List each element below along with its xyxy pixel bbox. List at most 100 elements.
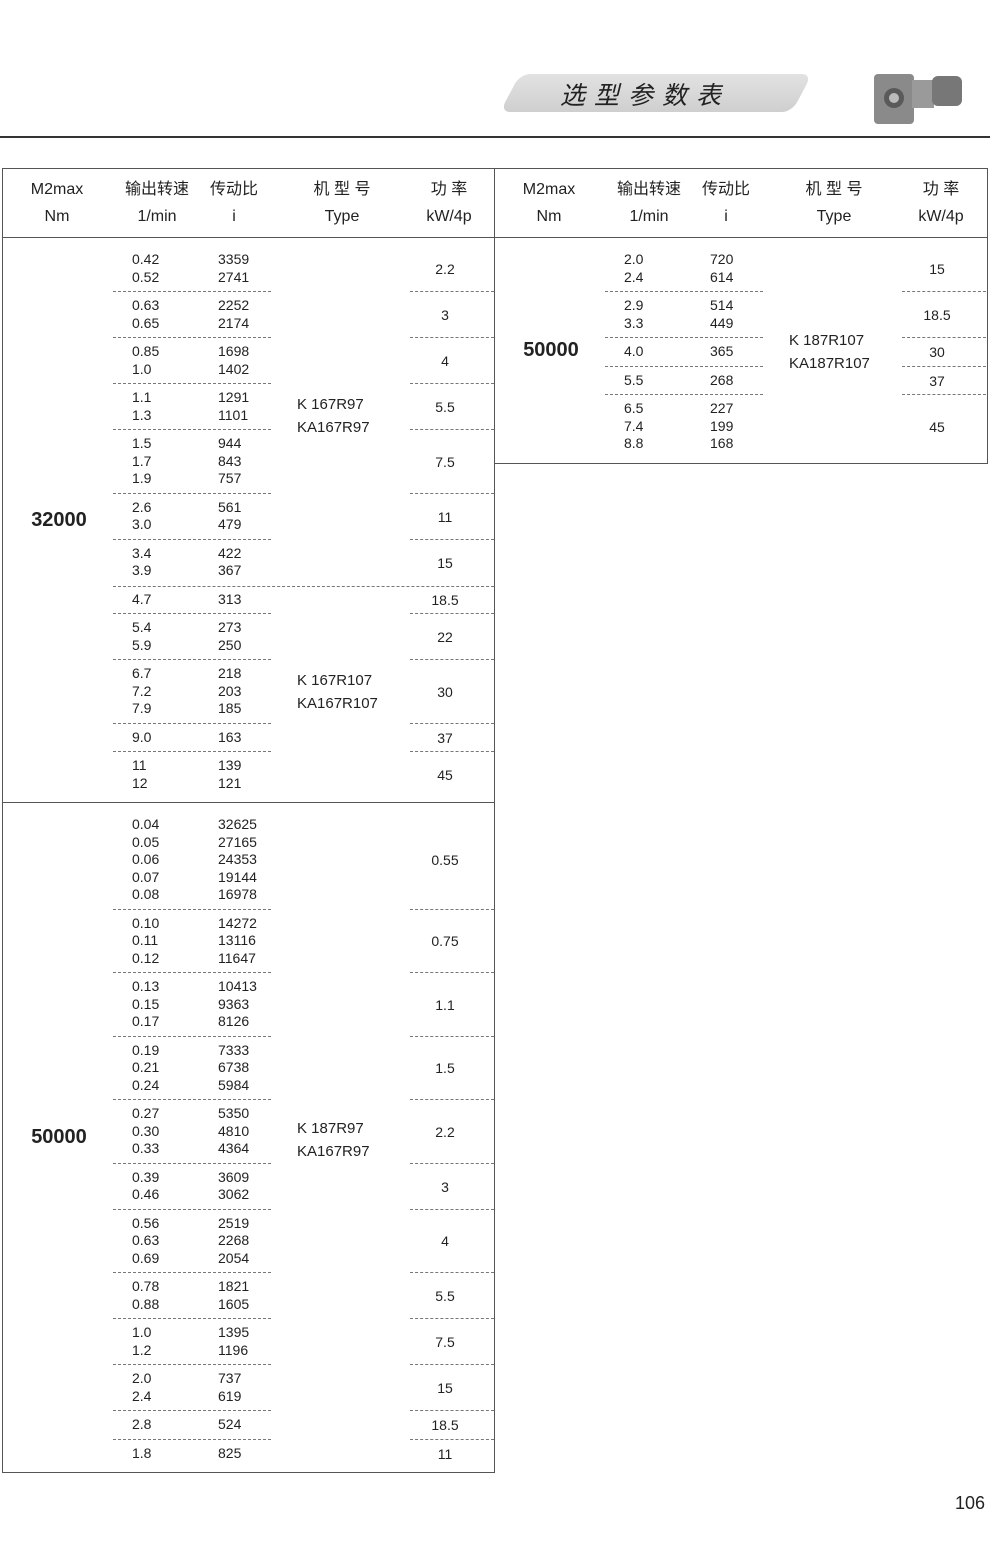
ratio: 619 [218,1387,242,1404]
output-speed: 5.9 [132,636,152,653]
output-speed: 2.4 [132,1387,152,1404]
table-row: 1.1 1291 [3,389,494,407]
header-label: M2max [30,181,84,198]
power-group: 1.1 1291 1.3 1101 5.5 [3,384,494,430]
power-group: 11 139 12 121 45 [3,752,494,798]
type-name: KA187R107 [789,355,870,373]
power-group: 0.04 32625 0.05 27165 0.06 24353 0.07 19144 0.08… [3,811,494,910]
output-speed: 0.42 [132,251,160,267]
ratio: 479 [218,516,242,532]
ratio: 3609 [218,1168,250,1185]
table-row: 1.0 1402 [3,361,494,379]
power-group: 0.42 3359 0.52 2741 2.2 [3,246,494,292]
type-name: K 187R107 [789,332,865,350]
ratio: 24353 [218,851,257,867]
table-row: 0.21 6738 [3,1059,494,1077]
table-row: 0.56 2519 [3,1215,494,1233]
page-number: 106 [955,1493,986,1513]
output-speed: 0.24 [132,1076,160,1093]
output-speed: 2.0 [132,1370,152,1386]
power-value: 4 [441,353,449,369]
output-speed: 2.0 [624,251,644,267]
power-value: 18.5 [923,307,951,323]
table-row: 0.69 2054 [3,1250,494,1268]
table-row: 0.63 2268 [3,1232,494,1250]
ratio: 1821 [218,1278,250,1294]
power-value: 18.5 [431,1417,459,1434]
ratio: 10413 [218,978,257,994]
power-value: 1.5 [435,1060,455,1077]
output-speed: 0.06 [132,851,160,867]
type-block: K 187R97 KA167R97 0.04 32625 0.05 27165 0.06 24… [3,811,494,1468]
ratio: 2268 [218,1232,250,1248]
gear-motor-image [874,74,962,124]
table-row: 3.0 479 [3,516,494,534]
output-speed: 0.10 [132,914,160,931]
power-group: 4.7 313 18.5 [3,586,494,615]
table-row: 9.0 163 [3,729,494,747]
header-unit: kW/4p [918,208,964,225]
power-group: 6.5 227 7.4 199 8.8 168 45 [495,395,987,459]
table-header: M2max Nm 输出转速 1/min 传动比 i 机 型 号 Type 功 率 kW/4p [495,169,987,238]
output-speed: 0.65 [132,314,160,331]
output-speed: 4.7 [132,590,152,607]
table-row: 0.05 27165 [3,834,494,852]
power-group: 1.0 1395 1.2 1196 7.5 [3,1319,494,1365]
output-speed: 5.5 [624,371,644,388]
header-cell: M2max Nm [3,176,111,230]
ratio: 422 [218,544,242,561]
torque-value: 50000 [31,1126,87,1148]
output-speed: 1.8 [132,1444,152,1461]
ratio: 944 [218,435,242,451]
table-row: 3.3 449 [495,315,987,333]
header-cell: 输出转速 1/min [111,176,203,230]
ratio: 14272 [218,914,257,931]
output-speed: 9.0 [132,728,152,745]
table-row: 0.78 1821 [3,1278,494,1296]
table-row: 0.39 3609 [3,1169,494,1187]
power-group: 0.27 5350 0.30 4810 0.33 4364 2.2 [3,1100,494,1164]
torque-value: 50000 [523,338,579,361]
ratio: 2174 [218,314,250,331]
table-row: 1.9 757 [3,470,494,488]
header-unit: 1/min [137,208,177,225]
type-name: KA167R107 [297,694,378,712]
ratio: 8126 [218,1013,250,1029]
table-row: 0.17 8126 [3,1013,494,1031]
table-row: 0.30 4810 [3,1123,494,1141]
table-row: 0.11 13116 [3,932,494,950]
table-header: M2max Nm 输出转速 1/min 传动比 i 机 型 号 Type 功 率 kW/4p [3,169,494,238]
type-cell: K 167R107 KA167R107 [297,586,397,799]
table-row: 2.0 737 [3,1370,494,1388]
table-row: 0.24 5984 [3,1077,494,1095]
power-value: 7.5 [435,1334,455,1350]
table-row: 4.7 313 [3,591,494,609]
ratio: 1291 [218,389,250,405]
output-speed: 1.5 [132,435,152,451]
output-speed: 3.0 [132,516,152,532]
power-value: 2.2 [435,1123,455,1140]
output-speed: 3.4 [132,544,152,561]
ratio: 268 [710,371,734,388]
table-row: 6.7 218 [3,665,494,683]
table-row: 0.33 4364 [3,1140,494,1158]
table-row: 12 121 [3,775,494,793]
power-value: 4 [441,1233,449,1250]
power-value: 2.2 [435,261,455,277]
ratio: 737 [218,1370,242,1386]
type-name: KA167R97 [297,1142,370,1160]
page-title: 选型参数表 [560,81,731,110]
power-group: 5.4 273 5.9 250 22 [3,614,494,660]
power-group: 9.0 163 37 [3,724,494,753]
header-cell: 机 型 号 Type [289,176,395,230]
ratio: 19144 [218,868,257,885]
ratio: 9363 [218,995,250,1012]
header-unit: Nm [44,208,70,225]
power-value: 11 [437,1445,453,1462]
output-speed: 0.13 [132,978,160,994]
output-speed: 2.9 [624,297,644,313]
power-group: 5.5 268 37 [495,367,987,396]
ratio: 365 [710,343,734,359]
power-value: 5.5 [435,1288,455,1304]
table-row: 0.08 16978 [3,886,494,904]
